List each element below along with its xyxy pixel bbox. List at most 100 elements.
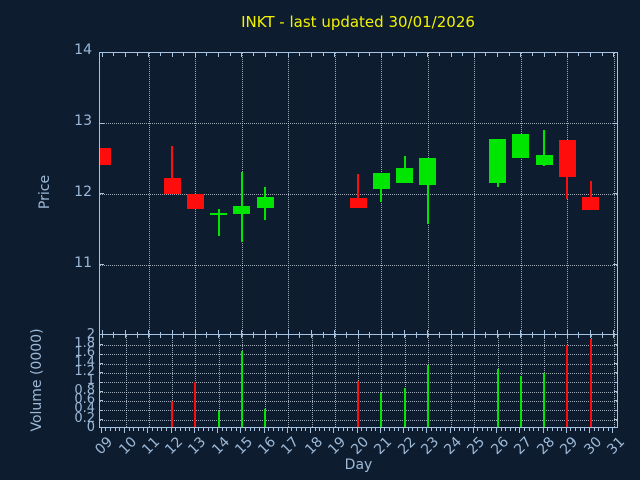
volume-top-tick [427, 335, 429, 338]
day-minor-tick [500, 428, 502, 431]
price-bottom-tick [252, 331, 254, 334]
volume-top-tick [508, 335, 510, 338]
day-tick-label-16: 16 [255, 434, 280, 458]
price-top-tick [113, 53, 115, 56]
day-minor-tick [226, 428, 228, 431]
day-minor-tick [142, 428, 144, 431]
day-minor-tick [444, 428, 446, 431]
candle-body-day-28 [535, 154, 553, 165]
price-top-tick [462, 53, 464, 56]
volume-right-tick [614, 381, 617, 383]
volume-top-tick [520, 335, 522, 338]
day-major-tick [100, 428, 102, 433]
price-gridline-13 [100, 123, 617, 124]
candle-body-day-23 [419, 157, 437, 185]
volume-left-tick [100, 391, 103, 393]
x-axis-label: Day [344, 457, 373, 473]
day-major-tick [403, 428, 405, 433]
price-top-tick [404, 53, 406, 57]
volume-gridline-day-17 [288, 335, 290, 427]
price-left-tick [100, 193, 104, 195]
price-top-tick [218, 53, 220, 57]
volume-gridline-1.2 [100, 372, 617, 374]
volume-top-tick [485, 335, 487, 338]
candle-body-day-29 [558, 139, 576, 177]
price-top-tick [543, 53, 545, 57]
day-minor-tick [584, 428, 586, 431]
volume-top-tick [438, 335, 440, 338]
price-tick-label-11: 11 [74, 254, 92, 271]
volume-bar-day-23 [426, 364, 429, 427]
volume-tick-label-0.6: 0.6 [74, 391, 95, 407]
day-minor-tick [505, 428, 507, 431]
price-bottom-tick [159, 331, 161, 334]
day-minor-tick [393, 428, 395, 431]
day-minor-tick [314, 428, 316, 431]
day-minor-tick [398, 428, 400, 431]
volume-left-tick [100, 400, 103, 402]
price-top-tick [101, 53, 103, 57]
day-minor-tick [463, 428, 465, 431]
day-tick-label-12: 12 [162, 434, 187, 458]
price-right-tick [613, 193, 617, 195]
day-minor-tick [161, 428, 163, 431]
day-minor-tick [268, 428, 270, 431]
price-tick-label-14: 14 [74, 42, 92, 59]
price-bottom-tick [566, 330, 568, 334]
day-major-tick [286, 428, 288, 433]
volume-gridline-day-21 [381, 335, 383, 427]
volume-bar-day-28 [543, 372, 546, 427]
volume-top-tick [555, 335, 557, 338]
candle-wick-day-23 [426, 157, 429, 224]
volume-top-tick [531, 335, 533, 338]
price-top-tick [206, 53, 208, 56]
day-minor-tick [361, 428, 363, 431]
day-minor-tick [212, 428, 214, 431]
day-minor-tick [337, 428, 339, 431]
day-minor-tick [249, 428, 251, 431]
price-bottom-tick [218, 330, 220, 334]
volume-gridline-day-31 [613, 335, 615, 427]
volume-bar-day-14 [217, 410, 220, 427]
price-bottom-tick [113, 331, 115, 334]
volume-top-tick [276, 335, 278, 338]
volume-top-tick [125, 335, 127, 338]
candle-body-day-15 [233, 205, 251, 214]
volume-left-tick [100, 363, 103, 365]
volume-gridline-day-16 [265, 335, 267, 427]
volume-bar-day-30 [589, 338, 592, 427]
volume-gridline-1.6 [100, 354, 617, 356]
volume-top-tick [206, 335, 208, 338]
price-bottom-tick [136, 331, 138, 334]
day-minor-tick [570, 428, 572, 431]
price-bottom-tick [241, 330, 243, 334]
price-bottom-tick [287, 330, 289, 334]
day-minor-tick [165, 428, 167, 431]
price-top-tick [334, 53, 336, 57]
price-bottom-tick [206, 331, 208, 334]
day-minor-tick [417, 428, 418, 431]
price-top-tick [531, 53, 533, 56]
day-tick-label-22: 22 [394, 434, 419, 458]
volume-top-tick [148, 335, 150, 338]
day-major-tick [565, 428, 567, 433]
day-minor-tick [477, 428, 479, 431]
day-minor-tick [593, 428, 595, 431]
day-major-tick [449, 428, 451, 433]
price-top-tick [159, 53, 161, 56]
price-top-tick [392, 53, 394, 56]
price-bottom-tick [264, 330, 266, 334]
price-bottom-tick [101, 330, 103, 334]
volume-bar-day-16 [264, 408, 267, 427]
candle-body-day-14 [210, 212, 228, 215]
candle-body-day-9 [100, 147, 111, 166]
volume-top-tick [369, 335, 371, 338]
day-major-tick [519, 428, 521, 433]
day-minor-tick [300, 428, 302, 431]
day-minor-tick [138, 428, 139, 431]
price-gridline-day-17 [288, 53, 290, 334]
day-minor-tick [468, 428, 470, 431]
volume-gridline-day-13 [195, 335, 197, 427]
day-minor-tick [277, 428, 279, 431]
